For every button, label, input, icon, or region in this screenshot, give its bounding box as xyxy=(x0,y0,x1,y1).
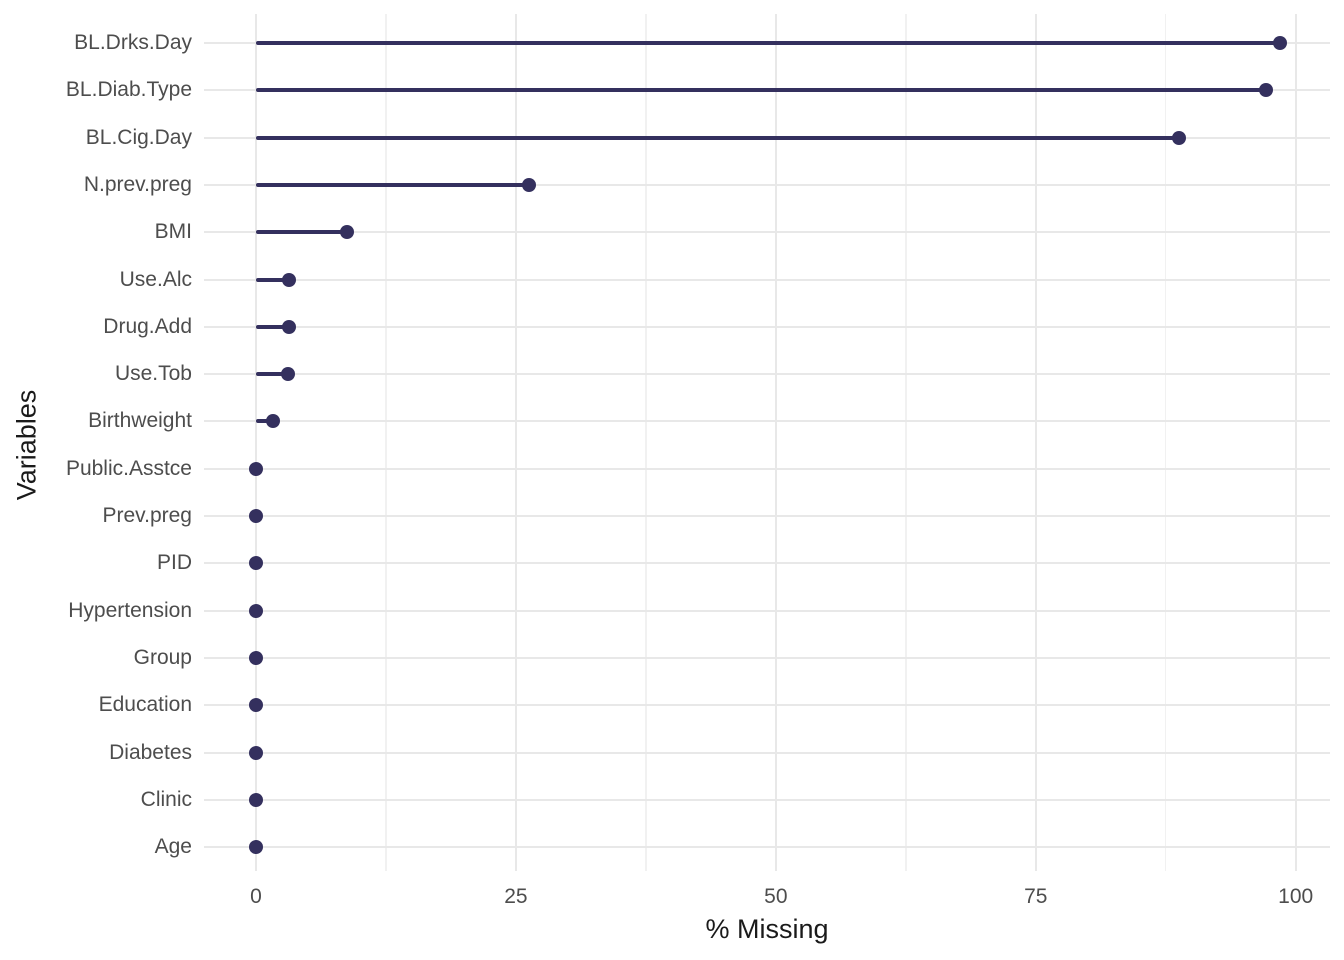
plot-panel xyxy=(204,14,1330,871)
gridline-y xyxy=(204,846,1330,849)
lollipop-point xyxy=(248,603,263,618)
gridline-y xyxy=(204,278,1330,281)
gridline-x-minor xyxy=(385,14,387,871)
lollipop-point xyxy=(248,556,263,571)
gridline-x-major xyxy=(1294,14,1297,871)
lollipop-stem xyxy=(255,135,1180,140)
gridline-y xyxy=(204,420,1330,423)
y-category-label: Use.Tob xyxy=(114,362,192,386)
gridline-x-minor xyxy=(905,14,907,871)
y-category-label: BMI xyxy=(154,220,192,244)
gridline-y xyxy=(204,562,1330,565)
y-category-label: Use.Alc xyxy=(119,267,192,291)
gridline-y xyxy=(204,798,1330,801)
y-category-label: Public.Asstce xyxy=(65,456,192,480)
lollipop-stem xyxy=(255,419,273,424)
lollipop-point xyxy=(248,461,263,476)
lollipop-point xyxy=(1258,83,1273,98)
gridline-y xyxy=(204,609,1330,612)
lollipop-point xyxy=(248,840,263,855)
x-tick-label: 25 xyxy=(504,885,528,908)
lollipop-point xyxy=(248,650,263,665)
lollipop-point xyxy=(248,745,263,760)
y-category-label: PID xyxy=(156,551,192,575)
gridline-x-minor xyxy=(645,14,647,871)
y-category-label: BL.Cig.Day xyxy=(85,125,192,149)
gridline-x-major xyxy=(774,14,777,871)
x-tick-label: 50 xyxy=(764,885,788,908)
gridline-y xyxy=(204,231,1330,234)
lollipop-point xyxy=(265,414,280,429)
lollipop-stem xyxy=(255,88,1266,93)
lollipop-point xyxy=(522,177,537,192)
y-category-label: Birthweight xyxy=(88,409,192,433)
lollipop-stem xyxy=(255,372,289,377)
lollipop-point xyxy=(248,509,263,523)
y-category-label: Education xyxy=(98,693,192,717)
gridline-x-major xyxy=(1034,14,1037,871)
lollipop-stem xyxy=(255,230,348,235)
gridline-y xyxy=(204,515,1330,517)
gridline-y xyxy=(204,467,1330,470)
gridline-y xyxy=(204,325,1330,328)
y-category-label: Group xyxy=(133,645,192,669)
gridline-y xyxy=(204,373,1330,376)
lollipop-point xyxy=(1273,36,1288,50)
y-axis-title: Variables xyxy=(11,389,42,501)
gridline-x-minor xyxy=(1164,14,1167,871)
y-category-label: Prev.preg xyxy=(102,504,193,527)
lollipop-point xyxy=(282,319,297,334)
gridline-y xyxy=(204,656,1330,659)
lollipop-stem xyxy=(255,41,1281,45)
y-category-label: Age xyxy=(154,835,192,859)
y-category-label: Hypertension xyxy=(68,598,192,622)
lollipop-stem xyxy=(255,182,530,187)
x-tick-label: 75 xyxy=(1024,885,1048,908)
lollipop-stem xyxy=(255,277,290,282)
y-category-label: N.prev.preg xyxy=(83,172,192,196)
gridline-y xyxy=(204,704,1330,707)
lollipop-point xyxy=(1172,130,1187,145)
gridline-y xyxy=(204,751,1330,754)
lollipop-point xyxy=(281,367,296,382)
lollipop-point xyxy=(248,698,263,713)
lollipop-point xyxy=(248,792,263,807)
gridline-y xyxy=(204,183,1330,186)
lollipop-stem xyxy=(255,324,290,329)
y-category-label: BL.Drks.Day xyxy=(74,31,192,54)
lollipop-point xyxy=(282,272,297,287)
y-category-label: BL.Diab.Type xyxy=(65,78,192,102)
x-axis-title: % Missing xyxy=(705,914,829,944)
x-tick-label: 0 xyxy=(250,885,262,908)
gridline-x-major xyxy=(254,14,257,871)
x-tick-label: 100 xyxy=(1278,885,1314,908)
y-category-label: Drug.Add xyxy=(103,314,192,338)
gridline-x-major xyxy=(514,14,517,871)
lollipop-point xyxy=(340,225,355,240)
y-category-label: Diabetes xyxy=(109,740,192,764)
y-category-label: Clinic xyxy=(140,787,192,811)
